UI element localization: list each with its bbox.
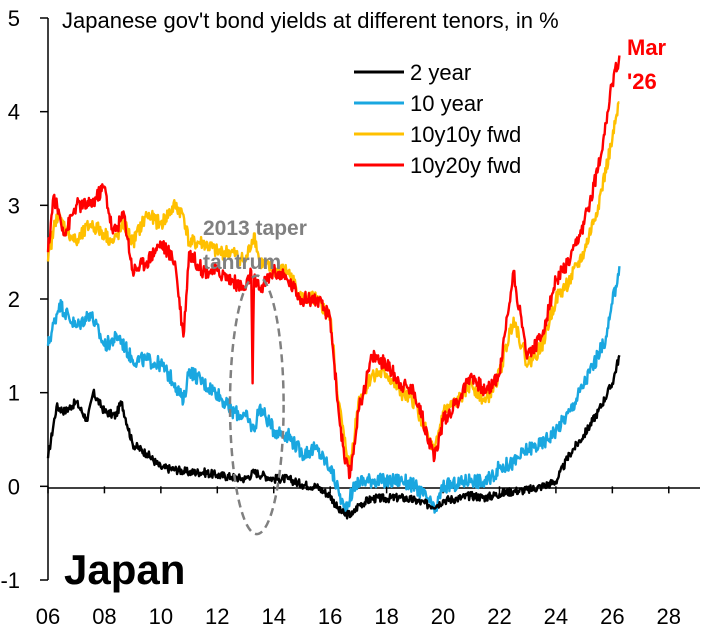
- legend: 2 year 10 year 10y10y fwd 10y20y fwd: [354, 60, 521, 178]
- x-tick-label: 22: [487, 604, 511, 629]
- x-tick-label: 10: [149, 604, 173, 629]
- y-tick-labels: -1 0 1 2 3 4 5: [0, 6, 20, 593]
- legend-label-10y10y-fwd: 10y10y fwd: [410, 122, 521, 147]
- x-tick-labels: 06 08 10 12 14 16 18 20 22 24 26 28: [36, 604, 681, 629]
- y-tick-label: 2: [8, 287, 20, 312]
- legend-label-10-year: 10 year: [410, 91, 483, 116]
- end-label-month: Mar: [627, 35, 667, 60]
- end-label-year: '26: [627, 69, 657, 94]
- x-tick-label: 12: [205, 604, 229, 629]
- x-tick-label: 26: [600, 604, 624, 629]
- taper-tantrum-ellipse: [228, 274, 285, 536]
- country-label: Japan: [64, 546, 185, 593]
- y-tick-label: 1: [8, 381, 20, 406]
- x-tick-label: 24: [544, 604, 568, 629]
- series-line-10-year: [46, 266, 621, 515]
- x-tick-label: 28: [657, 604, 681, 629]
- chart-title: Japanese gov't bond yields at different …: [62, 8, 559, 33]
- series-line-10y20y-fwd: [46, 55, 621, 480]
- x-tick-label: 20: [431, 604, 455, 629]
- x-tick-label: 18: [374, 604, 398, 629]
- series-line-2-year: [46, 354, 621, 520]
- legend-label-10y20y-fwd: 10y20y fwd: [410, 153, 521, 178]
- y-tick-label: -1: [0, 568, 20, 593]
- y-tick-label: 3: [8, 193, 20, 218]
- series-lines: [46, 55, 621, 520]
- annotation-line-1: 2013 taper: [203, 217, 307, 240]
- x-tick-label: 14: [261, 604, 285, 629]
- x-tick-label: 08: [92, 604, 116, 629]
- axes: [40, 17, 700, 581]
- series-line-10y10y-fwd: [46, 101, 620, 469]
- y-tick-label: 4: [8, 100, 20, 125]
- y-tick-label: 0: [8, 474, 20, 499]
- y-tick-label: 5: [8, 6, 20, 31]
- x-tick-label: 16: [318, 604, 342, 629]
- x-tick-label: 06: [36, 604, 60, 629]
- y-tick-marks: [40, 17, 48, 581]
- legend-label-2-year: 2 year: [410, 60, 471, 85]
- annotation-line-2: tantrum: [203, 251, 281, 274]
